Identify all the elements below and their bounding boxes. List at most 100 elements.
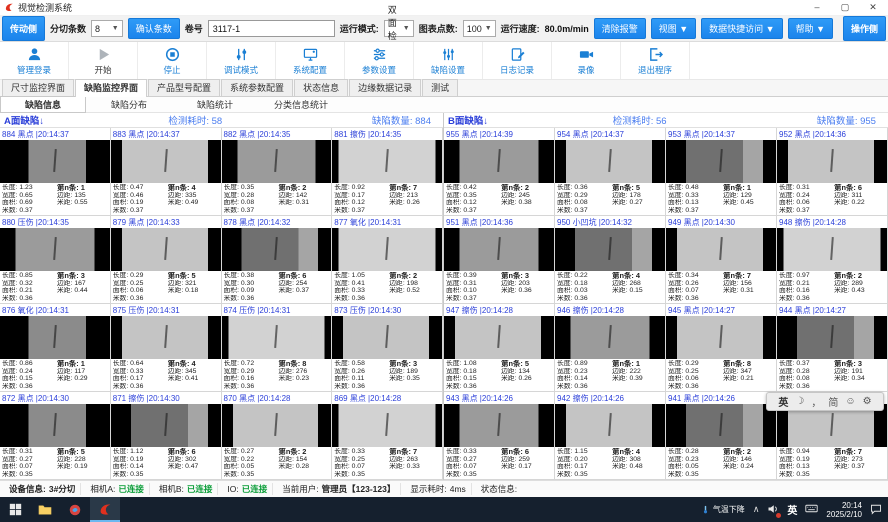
weather-tray-item[interactable]: 气温下降	[701, 503, 745, 516]
defect-card[interactable]: 872 黑点 |20:14:30 长度: 0.31 宽度: 0.27 面积: 0.07…	[0, 392, 111, 480]
panel-title[interactable]: A面缺陷↓	[4, 116, 45, 127]
defect-image	[221, 227, 332, 272]
ime-punct-toggle[interactable]: ，	[811, 398, 822, 409]
touch-keyboard-icon[interactable]	[805, 502, 819, 517]
roll-no-input[interactable]	[207, 20, 335, 37]
sub-tab-0[interactable]: 缺陷信息	[0, 96, 86, 113]
view-menu-button[interactable]: 视图 ▼	[650, 18, 697, 39]
defect-card[interactable]: 875 压伤 |20:14:31 长度: 0.64 宽度: 0.33 面积: 0.17…	[110, 304, 222, 392]
defect-card[interactable]: 870 黑点 |20:14:28 长度: 0.27 宽度: 0.22 面积: 0.05…	[221, 392, 333, 480]
operation-side-button[interactable]: 操作侧	[842, 16, 886, 41]
action-user[interactable]: 管理登录	[0, 42, 69, 79]
ime-lang-toggle[interactable]: 英	[778, 398, 789, 409]
close-button[interactable]: ✕	[869, 1, 877, 12]
defect-card[interactable]: 883 黑点 |20:14:37 长度: 0.47 宽度: 0.46 面积: 0.19…	[110, 128, 222, 216]
action-toolbar: 管理登录 开始 停止 调试模式 系统配置 参数设置 缺陷设置 日志记录 录像 退出程序	[0, 42, 888, 80]
confirm-count-button[interactable]: 确认条数	[127, 18, 180, 39]
hidden-icons-chevron[interactable]: ∧	[752, 504, 760, 514]
defect-card[interactable]: 879 黑点 |20:14:33 长度: 0.29 宽度: 0.25 面积: 0.06…	[110, 216, 222, 304]
meta-row: 米数: 0.36	[334, 294, 365, 302]
defect-card[interactable]: 882 黑点 |20:14:35 长度: 0.35 宽度: 0.28 面积: 0.08…	[221, 128, 333, 216]
ime-language-indicator[interactable]: 英	[787, 506, 798, 517]
defect-card[interactable]: 871 擦伤 |20:14:30 长度: 1.12 宽度: 0.19 面积: 0.14…	[110, 392, 222, 480]
meta-row: 长度: 0.34	[668, 272, 699, 280]
defect-card[interactable]: 943 黑点 |20:14:26 长度: 0.33 宽度: 0.27 面积: 0.07…	[444, 392, 555, 480]
ime-emoji-icon[interactable]: ☺	[845, 396, 856, 407]
defect-meta: 长度: 0.33 宽度: 0.27 面积: 0.07 米数: 0.35 第n条: 6 边距…	[444, 447, 554, 479]
action-center-icon[interactable]	[870, 503, 882, 517]
active-app-icon[interactable]	[90, 497, 120, 522]
defect-card[interactable]: 876 氧化 |20:14:31 长度: 0.86 宽度: 0.24 面积: 0.15…	[0, 304, 111, 392]
action-debug-sliders[interactable]: 调试模式	[207, 42, 276, 79]
slit-count-select[interactable]: 8 ▼	[91, 20, 123, 37]
defect-card[interactable]: 945 黑点 |20:14:27 长度: 0.29 宽度: 0.25 面积: 0.06…	[666, 304, 777, 392]
action-play[interactable]: 开始	[69, 42, 138, 79]
start-button[interactable]	[0, 497, 30, 522]
defect-card[interactable]: 874 压伤 |20:14:31 长度: 0.72 宽度: 0.29 面积: 0.16…	[221, 304, 333, 392]
defect-card[interactable]: 947 擦伤 |20:14:28 长度: 1.08 宽度: 0.18 面积: 0.15…	[444, 304, 555, 392]
defect-card[interactable]: 952 黑点 |20:14:36 长度: 0.31 宽度: 0.24 面积: 0.06…	[777, 128, 888, 216]
help-menu-button[interactable]: 帮助 ▼	[787, 18, 833, 39]
main-tab-6[interactable]: 测试	[422, 79, 459, 96]
defect-card[interactable]: 955 黑点 |20:14:39 长度: 0.42 宽度: 0.35 面积: 0.12…	[444, 128, 555, 216]
defect-card[interactable]: 941 黑点 |20:14:26 长度: 0.28 宽度: 0.23 面积: 0.05…	[666, 392, 777, 480]
defect-card[interactable]: 946 擦伤 |20:14:28 长度: 0.89 宽度: 0.23 面积: 0.14…	[555, 304, 666, 392]
defect-card[interactable]: 869 黑点 |20:14:28 长度: 0.33 宽度: 0.25 面积: 0.07…	[332, 392, 443, 480]
action-camera[interactable]: 录像	[552, 42, 621, 79]
defect-card[interactable]: 884 黑点 |20:14:37 长度: 1.23 宽度: 0.65 面积: 0.69…	[0, 128, 111, 216]
action-monitor[interactable]: 系统配置	[276, 42, 345, 79]
ime-settings-gear-icon[interactable]: ⚙	[862, 396, 872, 407]
defect-card[interactable]: 877 氧化 |20:14:31 长度: 1.05 宽度: 0.41 面积: 0.33…	[332, 216, 443, 304]
defect-card[interactable]: 873 压伤 |20:14:30 长度: 0.58 宽度: 0.26 面积: 0.11…	[332, 304, 443, 392]
pinned-app-icon[interactable]	[60, 497, 90, 522]
main-tab-4[interactable]: 状态信息	[294, 79, 349, 96]
meta-row: 长度: 0.29	[668, 360, 699, 368]
main-tab-1[interactable]: 缺陷监控界面	[75, 79, 148, 97]
minimize-button[interactable]: –	[814, 1, 820, 12]
panel-title[interactable]: B面缺陷↓	[448, 116, 489, 127]
data-access-menu-button[interactable]: 数据快捷访问 ▼	[701, 18, 783, 39]
defect-card[interactable]: 953 黑点 |20:14:37 长度: 0.48 宽度: 0.33 面积: 0.13…	[666, 128, 777, 216]
meta-right-column: 第n条: 3 边距: 167 米距: 0.44	[57, 272, 108, 302]
action-params-sliders[interactable]: 参数设置	[345, 42, 414, 79]
meta-row: 宽度: 0.65	[2, 191, 33, 199]
action-stop[interactable]: 停止	[138, 42, 207, 79]
action-log[interactable]: 日志记录	[483, 42, 552, 79]
taskbar-clock[interactable]: 20:14 2025/2/10	[826, 501, 862, 519]
action-exit[interactable]: 退出程序	[621, 42, 690, 79]
chart-points-select[interactable]: 100 ▼	[462, 20, 496, 37]
action-defect-sliders[interactable]: 缺陷设置	[414, 42, 483, 79]
defect-card[interactable]: 942 擦伤 |20:14:26 长度: 1.15 宽度: 0.20 面积: 0.17…	[555, 392, 666, 480]
defect-card[interactable]: 880 压伤 |20:14:35 长度: 0.85 宽度: 0.32 面积: 0.21…	[0, 216, 111, 304]
sub-tab-2[interactable]: 缺陷统计	[196, 100, 233, 110]
defect-card[interactable]: 950 小凹坑 |20:14:32 长度: 0.22 宽度: 0.18 面积: 0.0…	[555, 216, 666, 304]
defect-card[interactable]: 954 黑点 |20:14:37 长度: 0.36 宽度: 0.29 面积: 0.08…	[555, 128, 666, 216]
meta-row: 长度: 0.85	[2, 272, 33, 280]
defect-card[interactable]: 949 黑点 |20:14:30 长度: 0.34 宽度: 0.26 面积: 0.07…	[666, 216, 777, 304]
main-tab-5[interactable]: 边缘数据记录	[349, 79, 422, 96]
main-tab-2[interactable]: 产品型号配置	[148, 79, 221, 96]
ime-toolbar[interactable]: 英 ☽ ， 简 ☺ ⚙	[766, 392, 884, 411]
drive-side-button[interactable]: 传动侧	[2, 16, 46, 41]
main-tab-0[interactable]: 尺寸监控界面	[2, 79, 75, 96]
ime-simplified-toggle[interactable]: 简	[828, 398, 839, 409]
defect-card[interactable]: 881 擦伤 |20:14:35 长度: 0.92 宽度: 0.17 面积: 0.12…	[332, 128, 443, 216]
sub-tab-3[interactable]: 分类信息统计	[273, 100, 328, 110]
defect-image	[555, 227, 665, 272]
maximize-button[interactable]: ▢	[840, 1, 850, 12]
defect-card[interactable]: 944 黑点 |20:14:27 长度: 0.37 宽度: 0.28 面积: 0.08…	[777, 304, 888, 392]
volume-icon[interactable]	[767, 503, 782, 518]
status-bar: 设备信息: 3#分切 相机A: 已连接 相机B: 已连接 IO: 已连接 当前用户: 管理…	[0, 480, 888, 497]
sub-tab-1[interactable]: 缺陷分布	[110, 100, 147, 110]
defect-card[interactable]: 951 黑点 |20:14:36 长度: 0.39 宽度: 0.31 面积: 0.10…	[444, 216, 555, 304]
defect-card[interactable]: 948 擦伤 |20:14:28 长度: 0.97 宽度: 0.21 面积: 0.16…	[777, 216, 888, 304]
main-tab-3[interactable]: 系统参数配置	[221, 79, 294, 96]
meta-left-column: 长度: 1.05 宽度: 0.41 面积: 0.33 米数: 0.36	[334, 272, 389, 302]
defect-card[interactable]: 878 黑点 |20:14:32 长度: 0.38 宽度: 0.30 面积: 0.09…	[221, 216, 333, 304]
file-explorer-icon[interactable]	[30, 497, 60, 522]
meta-right-column: 第n条: 3 边距: 203 米距: 0.36	[501, 272, 552, 302]
run-mode-select[interactable]: 双面检测▼	[383, 5, 414, 54]
defect-card-header: 878 黑点 |20:14:32	[223, 218, 291, 227]
clear-alarm-button[interactable]: 清除报警	[593, 18, 646, 39]
ime-moon-icon[interactable]: ☽	[795, 396, 805, 407]
